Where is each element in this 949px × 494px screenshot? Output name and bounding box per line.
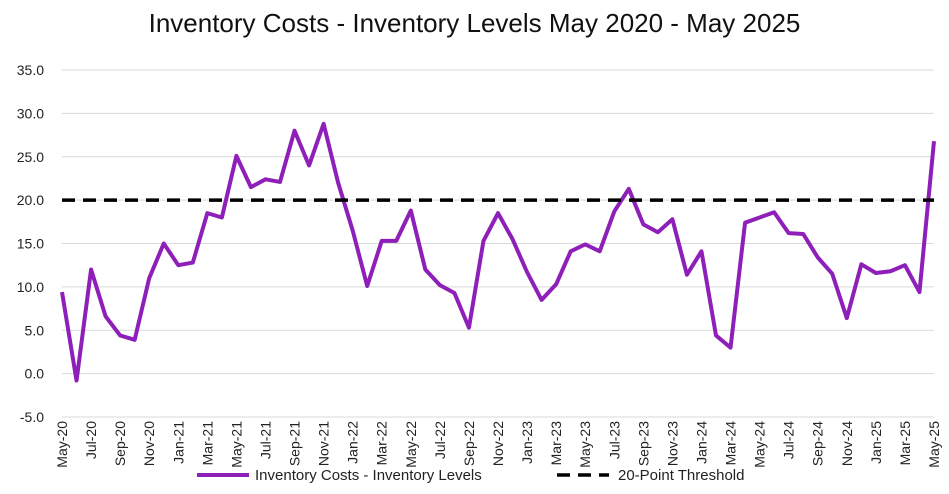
x-tick-label: Jul-24: [781, 421, 797, 459]
x-tick-label: Jan-23: [519, 421, 535, 464]
x-tick-label: Mar-21: [199, 421, 215, 466]
x-tick-label: Jul-21: [257, 421, 273, 459]
x-tick-label: Jul-23: [606, 421, 622, 459]
x-tick-label: Jul-20: [83, 421, 99, 459]
x-axis: May-20 Jul-20 Sep-20 Nov-20 Jan-21 Mar-21 May-…: [54, 421, 942, 468]
y-tick-label: 15.0: [17, 236, 44, 252]
x-tick-label: Nov-21: [316, 421, 332, 466]
gridlines: [62, 69, 934, 418]
x-tick-label: Sep-20: [112, 421, 128, 466]
x-tick-label: Nov-24: [839, 421, 855, 466]
x-tick-label: May-24: [752, 421, 768, 468]
y-tick-label: 25.0: [17, 149, 44, 165]
y-tick-label: 0.0: [25, 366, 45, 382]
x-tick-label: Jan-21: [170, 421, 186, 464]
series-line-inventory-costs: [60, 121, 936, 383]
x-tick-label: Mar-25: [897, 421, 913, 466]
y-tick-label: -5.0: [20, 409, 44, 425]
legend-label-threshold: 20-Point Threshold: [618, 467, 744, 484]
x-tick-label: Nov-20: [141, 421, 157, 466]
x-tick-label: Nov-22: [490, 421, 506, 466]
x-tick-label: Sep-24: [810, 421, 826, 466]
x-tick-label: Sep-23: [635, 421, 651, 466]
x-tick-label: Jan-25: [868, 421, 884, 464]
chart-title: Inventory Costs - Inventory Levels May 2…: [148, 8, 801, 38]
y-tick-label: 20.0: [17, 192, 44, 208]
y-tick-label: 35.0: [17, 62, 44, 78]
x-tick-label: Jul-22: [432, 421, 448, 459]
x-tick-label: May-25: [926, 421, 942, 468]
series-group: [60, 121, 936, 383]
x-tick-label: May-22: [403, 421, 419, 468]
x-tick-label: Mar-24: [723, 421, 739, 466]
x-tick-label: May-23: [577, 421, 593, 468]
y-tick-label: 5.0: [25, 322, 45, 338]
x-tick-label: Sep-21: [287, 421, 303, 466]
x-tick-label: May-20: [54, 421, 70, 468]
x-tick-label: Mar-22: [374, 421, 390, 466]
x-tick-label: Mar-23: [548, 421, 564, 466]
legend: Inventory Costs - Inventory Levels 20-Po…: [197, 467, 744, 484]
y-tick-label: 30.0: [17, 105, 44, 121]
y-tick-label: 10.0: [17, 279, 44, 295]
x-tick-label: Jan-24: [693, 421, 709, 464]
x-tick-label: May-21: [228, 421, 244, 468]
x-tick-label: Sep-22: [461, 421, 477, 466]
x-tick-label: Jan-22: [345, 421, 361, 464]
legend-label-inventory-costs: Inventory Costs - Inventory Levels: [255, 467, 482, 484]
y-axis: 35.0 30.0 25.0 20.0 15.0 10.0 5.0 0.0 -5.0: [17, 62, 44, 425]
x-tick-label: Nov-23: [664, 421, 680, 466]
